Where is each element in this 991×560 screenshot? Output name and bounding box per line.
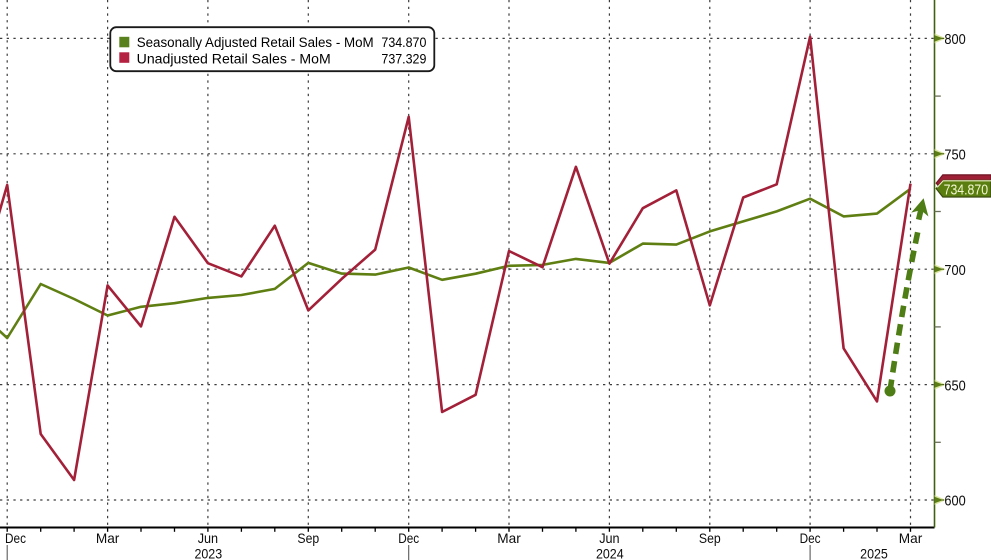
svg-text:Dec: Dec — [5, 531, 26, 546]
svg-text:Mar: Mar — [899, 531, 923, 546]
svg-text:737.329: 737.329 — [381, 51, 426, 66]
svg-text:Jun: Jun — [599, 531, 619, 546]
svg-text:Mar: Mar — [96, 531, 120, 546]
svg-text:Mar: Mar — [497, 531, 521, 546]
svg-text:700: 700 — [944, 263, 965, 279]
svg-text:Jun: Jun — [198, 531, 218, 546]
svg-text:Seasonally Adjusted Retail Sal: Seasonally Adjusted Retail Sales - MoM — [137, 35, 374, 50]
svg-text:734.870: 734.870 — [944, 182, 989, 198]
svg-text:800: 800 — [944, 32, 965, 48]
svg-text:Dec: Dec — [800, 531, 821, 546]
svg-text:Dec: Dec — [398, 531, 419, 546]
svg-text:Unadjusted Retail Sales - MoM: Unadjusted Retail Sales - MoM — [137, 51, 331, 66]
svg-text:Sep: Sep — [297, 531, 319, 546]
svg-text:650: 650 — [944, 378, 965, 394]
svg-text:2024: 2024 — [596, 546, 624, 560]
svg-text:2023: 2023 — [194, 546, 222, 560]
svg-text:734.870: 734.870 — [381, 35, 426, 50]
svg-text:600: 600 — [944, 494, 965, 510]
svg-text:2025: 2025 — [860, 546, 888, 560]
svg-text:750: 750 — [944, 148, 965, 164]
svg-text:Sep: Sep — [699, 531, 721, 546]
